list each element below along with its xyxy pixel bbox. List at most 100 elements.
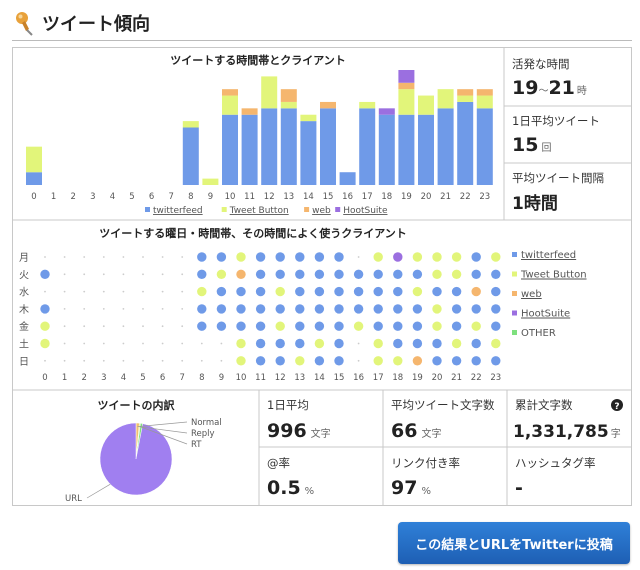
dot-empty <box>181 290 184 293</box>
chart1-title: ツイートする時間帯とクライアント <box>170 53 346 67</box>
dot-4-10 <box>236 321 246 331</box>
legend-label-web[interactable]: web <box>312 206 331 216</box>
dot-0-14 <box>314 252 325 262</box>
dot-empty <box>181 342 184 345</box>
bar-tweet-button-20 <box>418 95 434 115</box>
bar-twitterfeed-10 <box>222 114 238 185</box>
bar-twitterfeed-8 <box>182 127 199 185</box>
pie-label-reply: Reply <box>191 429 215 439</box>
pie-label-url: URL <box>65 494 82 504</box>
legend-label-hootsuite[interactable]: HootSuite <box>343 206 388 216</box>
dot-empty <box>83 325 86 328</box>
hour-tick-2: 2 <box>70 192 75 202</box>
weekday-label-0: 月 <box>19 252 29 264</box>
dot-legend-swatch-1 <box>512 271 517 277</box>
dot-hour-tick-5: 5 <box>140 373 145 383</box>
hour-tick-13: 13 <box>283 192 294 202</box>
bar-twitterfeed-18 <box>378 114 395 185</box>
dot-1-11 <box>255 269 266 279</box>
bar-tweet-button-19 <box>398 89 415 115</box>
dot-empty <box>102 342 105 345</box>
dot-1-13 <box>295 269 305 279</box>
dot-4-12 <box>275 321 285 331</box>
dot-empty <box>102 308 105 310</box>
dot-4-17 <box>373 321 383 331</box>
hour-tick-0: 0 <box>31 192 36 202</box>
bar-twitterfeed-16 <box>339 172 356 185</box>
dot-empty <box>181 273 184 276</box>
bar-twitterfeed-15 <box>320 108 336 185</box>
dot-1-10 <box>236 269 246 279</box>
dot-legend-label-hootsuite[interactable]: HootSuite <box>521 309 570 320</box>
weekday-label-6: 日 <box>19 357 29 368</box>
hour-tick-21: 21 <box>440 192 451 202</box>
weekday-label-3: 木 <box>19 304 29 316</box>
hour-tick-23: 23 <box>479 192 490 202</box>
legend-swatch-3 <box>335 207 341 212</box>
dot-legend-swatch-3 <box>512 310 517 316</box>
dot-0-18 <box>393 252 403 262</box>
dot-empty <box>181 359 184 362</box>
help-icon[interactable]: ? <box>611 399 623 412</box>
dot-3-10 <box>236 304 246 314</box>
chart2-legend: twitterfeed Tweet Button web HootSuite OTHER <box>512 250 587 339</box>
dot-empty <box>44 256 46 258</box>
dot-1-15 <box>334 269 344 279</box>
dot-empty <box>83 256 86 258</box>
hour-tick-10: 10 <box>225 192 236 202</box>
dot-5-20 <box>432 338 442 349</box>
dot-empty <box>63 359 66 362</box>
pie-label-rt: RT <box>191 440 202 450</box>
dot-empty <box>161 359 164 362</box>
bar-web-22 <box>457 89 474 96</box>
dot-4-23 <box>491 321 501 331</box>
dot-empty <box>142 308 144 310</box>
dot-4-11 <box>255 321 266 331</box>
legend-label-tweet-button[interactable]: Tweet Button <box>229 206 289 216</box>
dot-hour-tick-23: 23 <box>490 373 501 383</box>
hour-tick-labels: 0 1 2 3 4 5 6 7 8 9 10 11 12 13 14 15 16 17 18 19 20 21 22 23 <box>31 192 490 202</box>
dot-hour-tick-6: 6 <box>160 373 165 383</box>
dot-1-19 <box>412 269 423 279</box>
bar-tweet-button-23 <box>476 95 493 109</box>
pie-leader-2 <box>140 426 188 445</box>
dot-3-13 <box>295 304 305 314</box>
dot-hour-tick-22: 22 <box>471 373 482 383</box>
legend-label-twitterfeed[interactable]: twitterfeed <box>153 206 203 216</box>
dot-hour-tick-15: 15 <box>334 373 345 383</box>
dot-legend-label-other: OTHER <box>521 328 556 339</box>
dot-2-21 <box>451 286 462 297</box>
pie-leader-1 <box>139 426 188 434</box>
dot-3-21 <box>451 304 462 314</box>
dot-1-12 <box>275 269 285 279</box>
dot-legend-label-web[interactable]: web <box>521 289 542 300</box>
dot-legend-label-tweet-button[interactable]: Tweet Button <box>520 270 587 281</box>
dot-3-18 <box>393 304 403 314</box>
daily-avg-label: 1日平均 <box>267 398 309 412</box>
bar-twitterfeed-19 <box>398 114 415 185</box>
post-to-twitter-button[interactable]: この結果とURLをTwitterに投稿 <box>398 522 630 564</box>
dot-empty <box>161 342 164 345</box>
dot-2-14 <box>314 286 325 297</box>
dot-4-19 <box>412 321 423 331</box>
dot-empty <box>142 273 144 276</box>
dot-5-23 <box>491 338 501 349</box>
dot-4-9 <box>216 321 227 331</box>
pie-leader-0 <box>137 421 188 427</box>
bar-twitterfeed-11 <box>241 114 258 185</box>
bar-twitterfeed-0 <box>26 172 42 185</box>
chart2-title: ツイートする曜日・時間帯、その時間によく使うクライアント <box>99 226 407 240</box>
dot-hour-tick-8: 8 <box>199 373 204 383</box>
dot-1-22 <box>471 269 481 279</box>
dot-1-17 <box>373 269 383 279</box>
section-header: ツイート傾向 <box>12 6 150 40</box>
dot-legend-label-twitterfeed[interactable]: twitterfeed <box>521 250 576 261</box>
dot-3-20 <box>432 304 442 314</box>
dot-0-22 <box>471 252 481 262</box>
dot-hour-tick-21: 21 <box>451 373 462 383</box>
hour-tick-11: 11 <box>244 192 255 202</box>
bar-web-11 <box>241 108 258 115</box>
dot-3-17 <box>373 304 383 314</box>
dot-empty <box>122 342 125 345</box>
